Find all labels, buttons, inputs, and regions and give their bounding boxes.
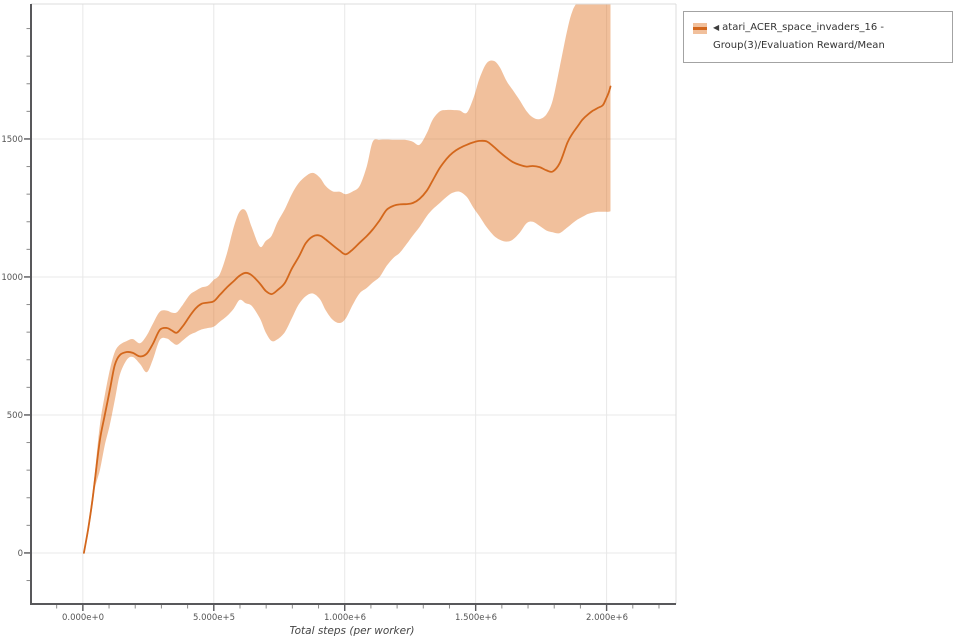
y-tick-label-1: 500 (7, 411, 23, 421)
legend: ◀ atari_ACER_space_invaders_16 - Group(3)… (683, 11, 953, 63)
x-tick-label-0: 0.000e+0 (62, 613, 104, 623)
legend-label: ◀ atari_ACER_space_invaders_16 - Group(3)… (713, 19, 943, 55)
series-group (83, 4, 612, 554)
axes (24, 3, 677, 611)
x-tick-label-3: 1.500e+6 (455, 613, 497, 623)
x-tick-labels: 0.000e+0 5.000e+5 1.000e+6 1.500e+6 2.00… (62, 613, 628, 623)
y-tick-label-0: 0 (18, 549, 23, 559)
legend-item[interactable]: ◀ atari_ACER_space_invaders_16 - Group(3)… (693, 19, 943, 55)
x-tick-label-4: 2.000e+6 (586, 613, 628, 623)
x-axis-title: Total steps (per worker) (289, 625, 414, 637)
y-tick-labels: 0 500 1000 1500 (1, 135, 23, 559)
x-tick-label-2: 1.000e+6 (324, 613, 366, 623)
y-tick-label-2: 1000 (1, 273, 23, 283)
collapse-triangle-icon: ◀ (713, 23, 720, 32)
legend-label-text: atari_ACER_space_invaders_16 - Group(3)/… (713, 22, 885, 51)
swatch-line-icon (693, 27, 707, 30)
x-tick-label-1: 5.000e+5 (193, 613, 235, 623)
y-tick-label-3: 1500 (1, 135, 23, 145)
series-swatch-icon (693, 23, 707, 34)
